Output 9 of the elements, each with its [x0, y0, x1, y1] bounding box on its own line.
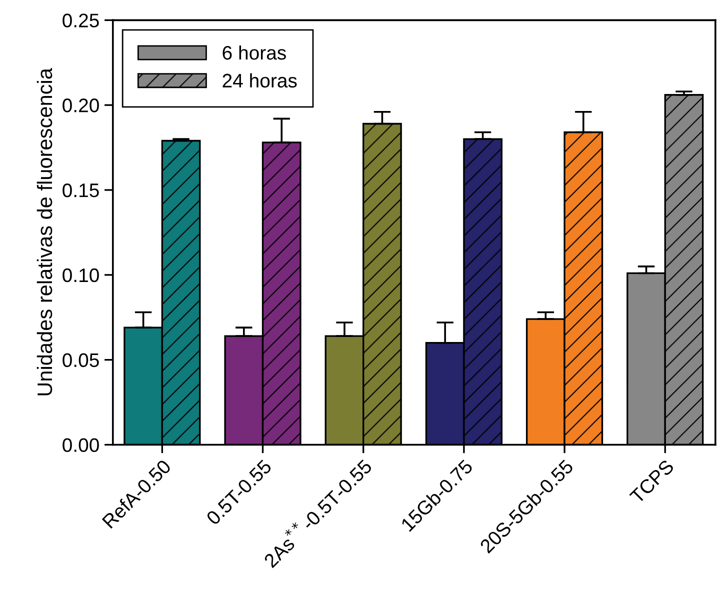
- y-tick-label: 0.15: [62, 183, 99, 198]
- y-tick-label: 0.05: [62, 353, 99, 368]
- y-tick-label: 0.00: [62, 438, 99, 452]
- y-axis-title: Unidades relativas de fluorescencia: [36, 68, 52, 396]
- y-tick-label: 0.10: [62, 268, 99, 282]
- legend-label: 6 horas: [222, 45, 286, 60]
- legend-label: 24 horas: [222, 73, 297, 88]
- y-tick-label: 0.20: [62, 98, 99, 112]
- y-tick-label: 0.25: [62, 14, 99, 28]
